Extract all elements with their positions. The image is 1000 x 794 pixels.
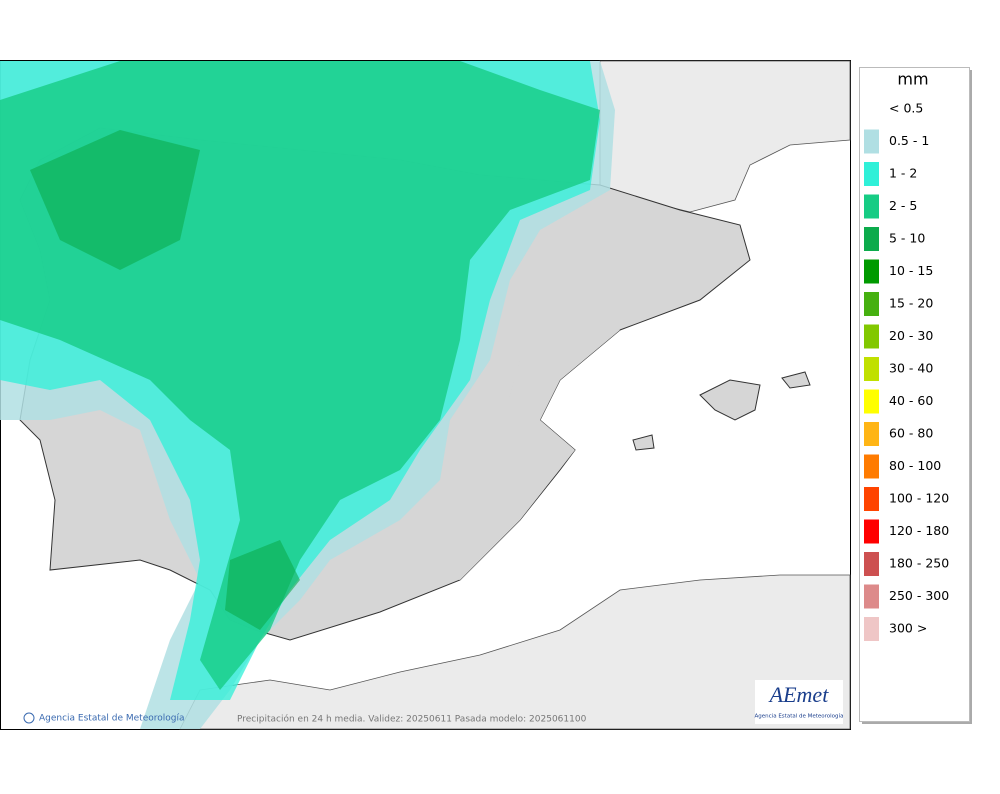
legend-swatch (864, 389, 879, 414)
legend-swatch (864, 129, 879, 154)
land (430, 300, 620, 580)
legend-swatch (864, 552, 879, 576)
island (781, 371, 811, 389)
map: AEmet Agencia Estatal de Meteorología Ag… (0, 60, 851, 730)
legend-label: 250 - 300 (889, 588, 949, 603)
legend-swatch (864, 519, 879, 544)
island (699, 379, 761, 421)
caption: Precipitación en 24 h media. Validez: 20… (237, 714, 587, 725)
legend-swatch (864, 454, 879, 479)
legend-label: 60 - 80 (889, 426, 933, 441)
legend-swatch (864, 194, 879, 219)
legend-label: 5 - 10 (889, 231, 925, 246)
legend-swatch (864, 324, 879, 349)
legend-swatch (864, 259, 879, 284)
legend-label: 100 - 120 (889, 491, 949, 506)
copyright-text: Agencia Estatal de Meteorología (39, 714, 185, 724)
logo-mark: AEmet (768, 682, 830, 707)
legend-swatch (864, 584, 879, 609)
legend-label: 1 - 2 (889, 166, 917, 181)
legend-title: mm (897, 70, 928, 89)
legend-label: 30 - 40 (889, 361, 933, 376)
legend-swatch (864, 422, 879, 446)
legend-swatch (864, 617, 879, 641)
legend-label: 300 > (889, 621, 927, 636)
legend-label: 0.5 - 1 (889, 133, 929, 148)
legend-swatch (864, 162, 879, 186)
legend-swatch (864, 357, 879, 381)
legend-label: < 0.5 (889, 101, 923, 116)
precip-area (30, 130, 200, 270)
legend-label: 10 - 15 (889, 263, 933, 278)
legend-label: 120 - 180 (889, 523, 949, 538)
legend-label: 40 - 60 (889, 393, 933, 408)
land (179, 574, 851, 730)
copyright-icon (23, 712, 35, 724)
legend-label: 20 - 30 (889, 328, 933, 343)
island (632, 434, 655, 451)
legend-swatch (864, 292, 879, 316)
logo-subtitle: Agencia Estatal de Meteorología (755, 713, 844, 720)
legend: mm < 0.5 0.5 - 1 1 - 2 2 - 5 5 - 10 10 - 15 15… (859, 67, 972, 724)
legend-label: 15 - 20 (889, 296, 933, 311)
logo-box (755, 680, 843, 724)
precip-area (225, 540, 300, 630)
legend-label: 2 - 5 (889, 198, 917, 213)
legend-label: 80 - 100 (889, 458, 941, 473)
legend-swatch (864, 487, 879, 511)
legend-swatch (864, 227, 879, 251)
legend-label: 180 - 250 (889, 556, 949, 571)
